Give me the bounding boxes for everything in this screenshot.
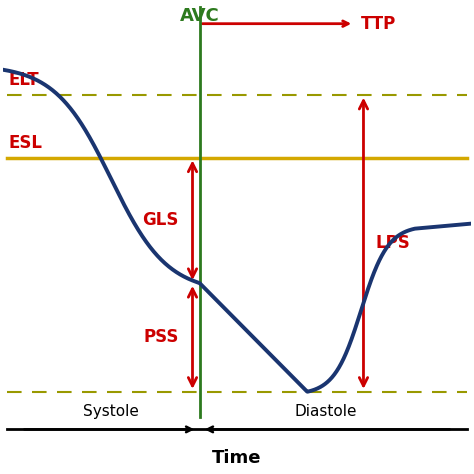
Text: AVC: AVC [180,7,219,25]
Text: Diastole: Diastole [295,404,357,419]
Text: Systole: Systole [82,404,138,419]
Text: ESL: ESL [9,134,42,152]
Text: Time: Time [212,449,262,467]
Text: GLS: GLS [142,211,178,229]
Text: PSS: PSS [143,328,178,346]
Text: LPS: LPS [375,234,410,252]
Text: ELT: ELT [9,71,39,89]
Text: TTP: TTP [361,15,396,33]
